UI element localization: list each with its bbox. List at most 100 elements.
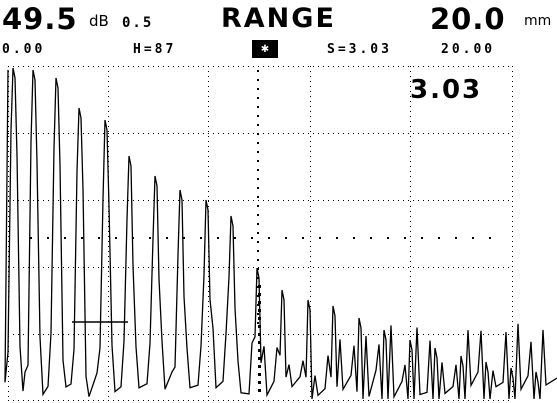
grid-dot [208, 91, 209, 92]
grid-dot [398, 334, 399, 335]
grid-dot [23, 133, 24, 134]
grid-dot [183, 133, 184, 134]
cursor-marker [258, 381, 261, 384]
grid-dot [423, 267, 424, 268]
grid-dot [8, 386, 9, 387]
grid-dot [387, 237, 389, 239]
grid-dot [388, 267, 389, 268]
grid-dot [410, 381, 411, 382]
grid-dot [133, 133, 134, 134]
grid-dot [410, 356, 411, 357]
grid-dot [257, 178, 259, 180]
grid-dot [423, 200, 424, 201]
grid-dot [488, 133, 489, 134]
grid-dot [183, 400, 184, 401]
grid-dot [512, 91, 513, 92]
probe-mode-icon[interactable]: ✱ [252, 40, 278, 58]
grid-dot [293, 267, 294, 268]
grid-dot [433, 267, 434, 268]
grid-dot [278, 66, 279, 67]
grid-dot [310, 271, 311, 272]
grid-dot [323, 267, 324, 268]
grid-dot [8, 196, 9, 197]
grid-dot [310, 251, 311, 252]
grid-dot [278, 400, 279, 401]
grid-dot [234, 237, 236, 239]
grid-dot [108, 141, 109, 142]
grid-dot [83, 334, 84, 335]
grid-dot [38, 200, 39, 201]
grid-dot [138, 334, 139, 335]
grid-dot [473, 200, 474, 201]
grid-dot [443, 267, 444, 268]
grid-dot [43, 133, 44, 134]
grid-dot [268, 200, 269, 201]
grid-dot [8, 151, 9, 152]
grid-dot [319, 237, 321, 239]
grid-dot [228, 200, 229, 201]
grid-dot [512, 76, 513, 77]
grid-dot [363, 200, 364, 201]
grid-dot [208, 121, 209, 122]
grid-dot [388, 200, 389, 201]
grid-dot [208, 281, 209, 282]
grid-dot [233, 334, 234, 335]
grid-dot [310, 281, 311, 282]
grid-dot [512, 241, 513, 242]
grid-dot [148, 200, 149, 201]
grid-dot [8, 131, 9, 132]
grid-dot [128, 400, 129, 401]
grid-dot [103, 267, 104, 268]
grid-dot [257, 214, 259, 216]
grid-dot [108, 71, 109, 72]
grid-dot [310, 151, 311, 152]
grid-dot [258, 200, 259, 201]
grid-dot [143, 267, 144, 268]
grid-dot [310, 101, 311, 102]
grid-dot [493, 200, 494, 201]
grid-dot [108, 146, 109, 147]
cursor-marker [258, 293, 261, 296]
grid-dot [133, 200, 134, 201]
gain-value[interactable]: 49.5 [2, 2, 78, 36]
grid-dot [153, 133, 154, 134]
grid-dot [208, 106, 209, 107]
grid-dot [333, 133, 334, 134]
grid-dot [333, 267, 334, 268]
grid-dot [512, 306, 513, 307]
grid-dot [338, 133, 339, 134]
grid-dot [318, 267, 319, 268]
grid-dot [88, 267, 89, 268]
grid-dot [433, 200, 434, 201]
grid-dot [8, 96, 9, 97]
grid-dot [413, 66, 414, 67]
cursor-marker [258, 373, 261, 376]
grid-dot [438, 237, 440, 239]
grid-dot [58, 334, 59, 335]
grid-dot [108, 91, 109, 92]
grid-dot [463, 133, 464, 134]
grid-dot [8, 381, 9, 382]
gain-step-value[interactable]: 0.5 [122, 15, 154, 31]
grid-dot [473, 66, 474, 67]
grid-dot [418, 200, 419, 201]
grid-dot [168, 66, 169, 67]
grid-dot [78, 267, 79, 268]
grid-dot [13, 400, 14, 401]
range-value[interactable]: 20.0 [430, 2, 506, 36]
grid-dot [512, 301, 513, 302]
grid-dot [298, 267, 299, 268]
grid-dot [123, 334, 124, 335]
grid-dot [208, 267, 209, 268]
grid-dot [488, 334, 489, 335]
grid-dot [310, 171, 311, 172]
grid-dot [310, 161, 311, 162]
grid-dot [58, 200, 59, 201]
grid-dot [473, 400, 474, 401]
grid-dot [268, 133, 269, 134]
grid-dot [198, 267, 199, 268]
grid-dot [257, 250, 259, 252]
grid-dot [83, 400, 84, 401]
grid-dot [233, 400, 234, 401]
